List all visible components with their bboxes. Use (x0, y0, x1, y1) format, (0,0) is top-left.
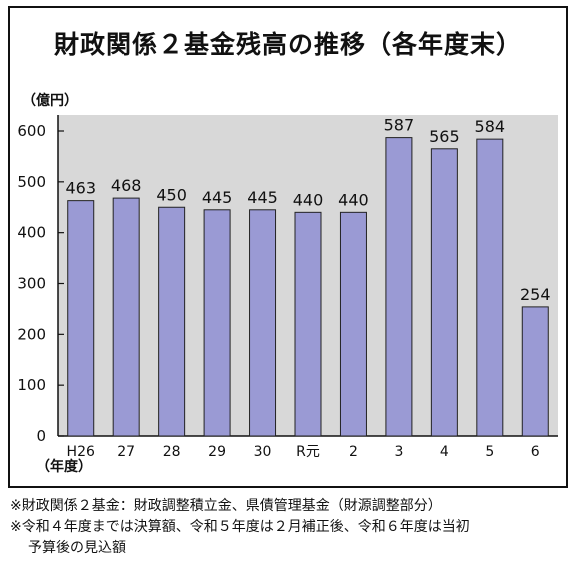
x-tick-label: 4 (440, 444, 449, 460)
bar (203, 209, 231, 437)
bar (249, 209, 277, 437)
data-label: 463 (65, 179, 96, 198)
y-tick-label: 100 (17, 376, 46, 394)
x-tick-label: 27 (117, 444, 135, 460)
footnotes: ※財政関係２基金：財政調整積立金、県債管理基金（財源調整部分） ※令和４年度まで… (10, 496, 575, 559)
bar (339, 211, 367, 437)
y-axis-unit: （億円） (22, 93, 78, 109)
x-axis-unit: （年度） (36, 459, 92, 475)
bar (67, 200, 95, 437)
data-label: 468 (111, 176, 142, 195)
x-tick-label: 2 (349, 444, 358, 460)
data-label: 565 (429, 127, 460, 146)
y-tick-label: 400 (17, 224, 46, 242)
data-label: 254 (520, 285, 551, 304)
x-tick-label: 5 (485, 444, 494, 460)
bar (476, 138, 504, 437)
bar (112, 197, 140, 437)
y-tick-label: 500 (17, 173, 46, 191)
y-tick-label: 300 (17, 275, 46, 293)
footnote-2: ※令和４年度までは決算額、令和５年度は２月補正後、令和６年度は当初 (10, 519, 470, 535)
x-tick-label: 29 (208, 444, 226, 460)
data-label: 445 (247, 188, 278, 207)
footnote-3: 予算後の見込額 (28, 540, 126, 556)
x-tick-label: H26 (67, 444, 95, 460)
y-tick-label: 600 (17, 122, 46, 140)
bar-chart: 0100200300400500600463H26468274502844529… (17, 115, 558, 460)
data-label: 440 (293, 190, 324, 209)
x-tick-label: 3 (394, 444, 403, 460)
x-tick-label: 30 (254, 444, 272, 460)
data-label: 587 (384, 116, 415, 135)
data-label: 445 (202, 188, 233, 207)
chart-title: 財政関係２基金残高の推移（各年度末） (53, 30, 522, 59)
footnote-1: ※財政関係２基金：財政調整積立金、県債管理基金（財源調整部分） (10, 498, 442, 514)
x-tick-label: 28 (163, 444, 181, 460)
data-label: 440 (338, 190, 369, 209)
bar (294, 211, 322, 437)
y-tick-label: 0 (36, 427, 46, 445)
y-tick-label: 200 (17, 325, 46, 343)
x-tick-label: 6 (531, 444, 540, 460)
data-label: 450 (156, 185, 187, 204)
bar (521, 306, 549, 437)
bar (385, 137, 413, 437)
data-label: 584 (475, 117, 506, 136)
bar (430, 148, 458, 437)
bar (158, 206, 186, 437)
x-tick-label: R元 (296, 444, 320, 460)
